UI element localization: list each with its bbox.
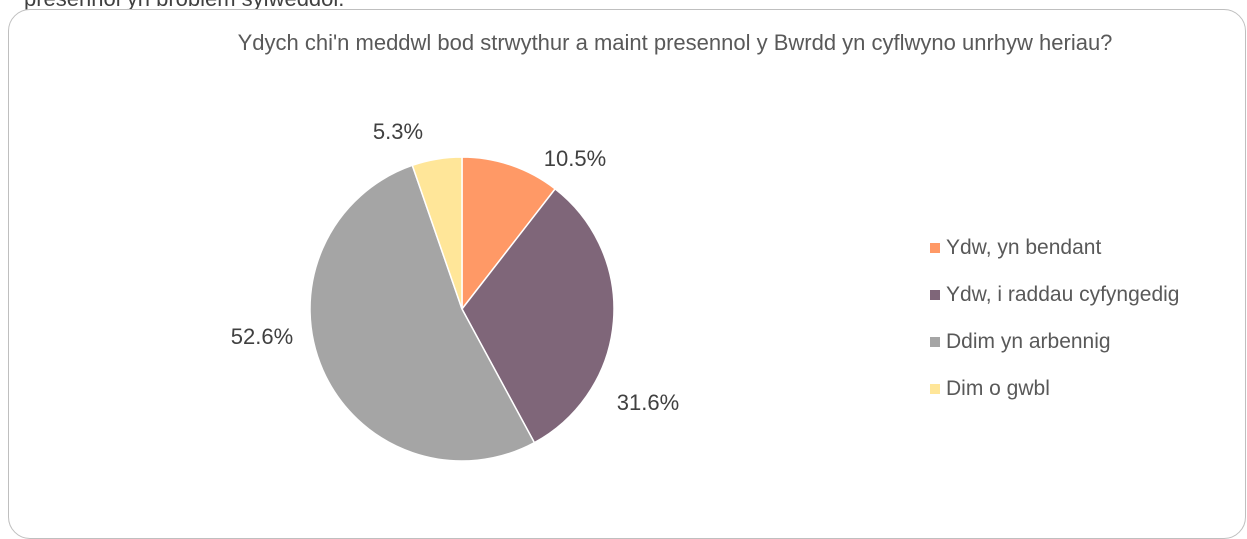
legend-item-0: Ydw, yn bendant xyxy=(930,224,1179,271)
legend-swatch-2 xyxy=(930,336,940,347)
data-label-2: 52.6% xyxy=(231,324,293,349)
legend-label-0: Ydw, yn bendant xyxy=(946,235,1102,259)
legend-item-2: Ddim yn arbennig xyxy=(930,318,1179,365)
data-label-3: 5.3% xyxy=(373,119,423,144)
legend-swatch-3 xyxy=(930,383,940,394)
chart-title: Ydych chi'n meddwl bod strwythur a maint… xyxy=(237,30,1113,55)
pie-slice-1 xyxy=(461,187,615,444)
data-label-1: 31.6% xyxy=(617,390,679,415)
data-label-0: 10.5% xyxy=(544,146,606,171)
legend-item-3: Dim o gwbl xyxy=(930,365,1179,412)
legend-label-2: Ddim yn arbennig xyxy=(946,329,1111,353)
legend-swatch-0 xyxy=(930,242,940,253)
legend-label-1: Ydw, i raddau cyfyngedig xyxy=(946,282,1180,306)
pie-slice-0 xyxy=(461,156,557,312)
legend-label-3: Dim o gwbl xyxy=(946,376,1050,400)
chart-container xyxy=(8,9,1246,539)
pie-chart: 10.5% 31.6% 52.6% 5.3% xyxy=(231,119,679,462)
legend-swatch-1 xyxy=(930,289,940,300)
cut-off-heading-text: presennol yn broblem sylweddol. xyxy=(24,0,344,12)
chart-legend: Ydw, yn bendant Ydw, i raddau cyfyngedig… xyxy=(930,224,1179,412)
legend-item-1: Ydw, i raddau cyfyngedig xyxy=(930,271,1179,318)
pie-slice-2 xyxy=(309,164,536,462)
pie-slice-3 xyxy=(411,156,463,310)
